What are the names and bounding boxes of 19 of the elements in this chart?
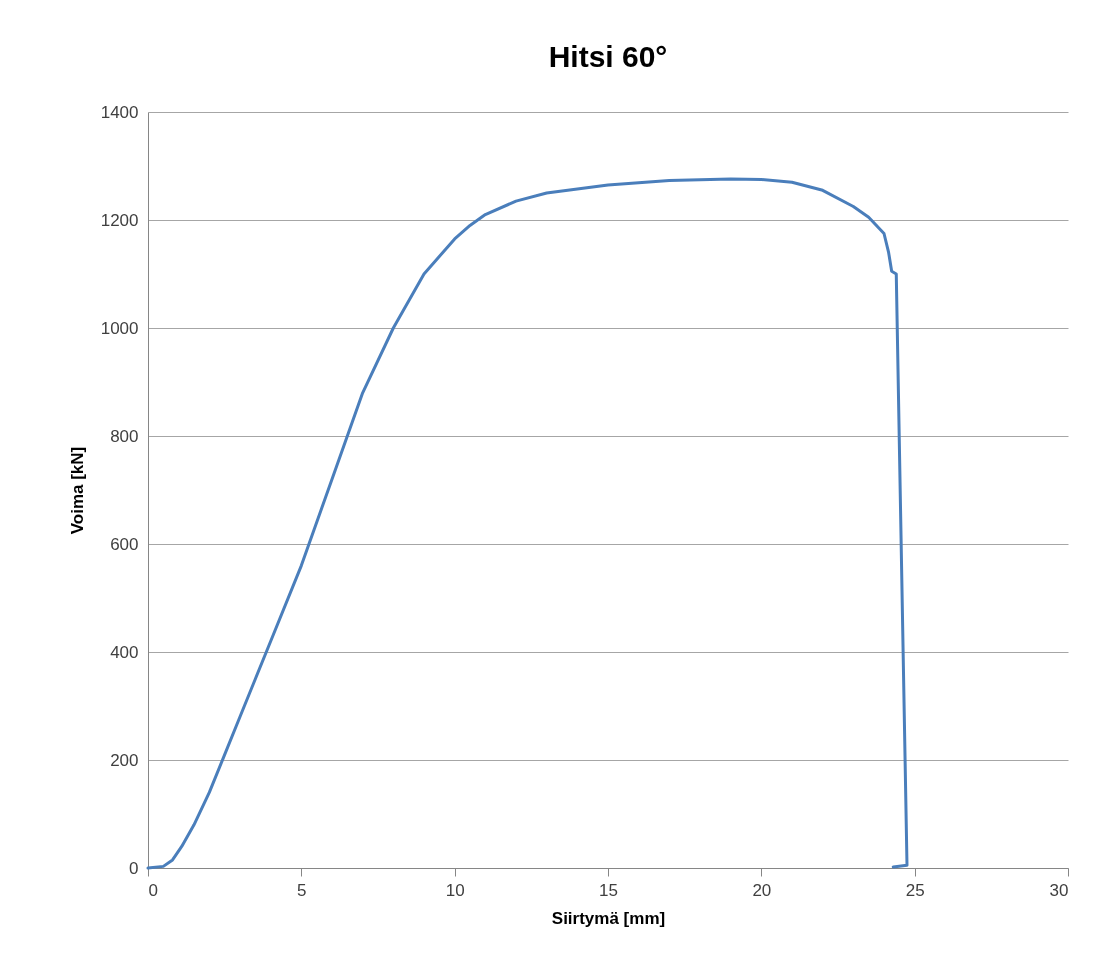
x-tick-label: 5 [297, 880, 307, 900]
x-tick-label: 0 [148, 880, 158, 900]
x-axis-title: Siirtymä [mm] [551, 908, 666, 928]
y-tick-label: 200 [110, 750, 139, 770]
y-tick-label: 600 [110, 534, 139, 554]
y-axis-title: Voima [kN] [67, 446, 87, 535]
x-tick-label: 20 [752, 880, 772, 900]
y-tick-label: 800 [110, 426, 139, 446]
x-tick-label: 30 [1049, 880, 1069, 900]
x-tick-label: 10 [445, 880, 465, 900]
y-tick-label: 1400 [100, 102, 139, 122]
line-series [146, 177, 909, 870]
chart-title: Hitsi 60° [548, 40, 668, 73]
y-tick-label: 1200 [100, 210, 139, 230]
y-tick-label: 0 [129, 858, 139, 878]
y-tick-label: 400 [110, 642, 139, 662]
x-tick-label: 15 [599, 880, 618, 900]
x-tick-label: 25 [905, 880, 925, 900]
y-tick-label: 1000 [100, 318, 139, 338]
